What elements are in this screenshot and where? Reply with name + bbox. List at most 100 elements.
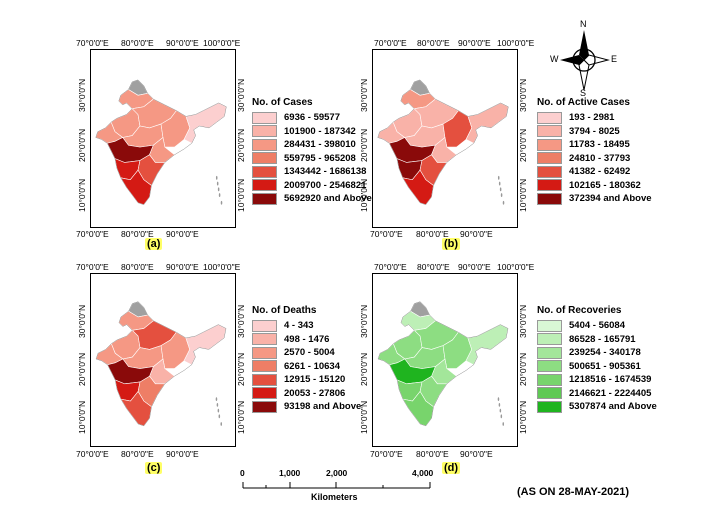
legend-label: 500651 - 905361 — [569, 360, 641, 372]
lon-label: 100°0'0"E — [497, 38, 535, 48]
scale-bar: 0 1,000 2,000 4,000 Kilometers — [240, 468, 440, 504]
legend-swatch — [252, 333, 277, 346]
legend-row: 284431 - 398010 — [252, 138, 372, 152]
legend-label: 239254 - 340178 — [569, 347, 641, 359]
state-region — [183, 324, 227, 366]
legend-row: 193 - 2981 — [537, 111, 652, 125]
legend-swatch — [537, 152, 562, 165]
legend-swatch — [537, 192, 562, 205]
lat-label: 10°0'0"N — [236, 178, 246, 212]
choropleth-map — [377, 301, 509, 427]
legend-label: 5307874 and Above — [569, 401, 657, 413]
panel-tag: (a) — [145, 238, 163, 250]
legend-swatch — [537, 387, 562, 400]
legend-label: 1343442 - 1686138 — [284, 166, 367, 178]
south-label: S — [580, 88, 587, 98]
legend-swatch — [252, 319, 277, 332]
island — [500, 193, 503, 198]
lon-label: 90°0'0"E — [460, 449, 493, 459]
legend: No. of Deaths 4 - 343 498 - 1476 2570 - 50… — [252, 305, 361, 414]
island — [216, 181, 219, 186]
legend-swatch — [537, 373, 562, 386]
lon-label: 70°0'0"E — [76, 262, 109, 272]
country-outline — [95, 301, 227, 427]
lon-label: 80°0'0"E — [416, 449, 449, 459]
lon-label: 70°0'0"E — [76, 449, 109, 459]
legend-swatch — [252, 400, 277, 413]
legend-row: 6936 - 59577 — [252, 111, 372, 125]
legend-swatch — [252, 373, 277, 386]
compass-icon — [560, 30, 610, 91]
lon-label: 80°0'0"E — [416, 229, 449, 239]
island — [215, 175, 218, 180]
lat-label: 30°0'0"N — [518, 78, 528, 112]
island — [498, 181, 501, 186]
lat-label: 20°0'0"N — [236, 128, 246, 162]
legend-title: No. of Recoveries — [537, 305, 622, 316]
lat-label: 10°0'0"N — [359, 178, 369, 212]
legend-row: 41382 - 62492 — [537, 165, 652, 179]
lon-label: 80°0'0"E — [121, 262, 154, 272]
lon-label: 90°0'0"E — [166, 449, 199, 459]
legend: No. of Active Cases 193 - 2981 3794 - 802… — [537, 97, 652, 206]
island — [497, 397, 500, 402]
legend-label: 6936 - 59577 — [284, 112, 340, 124]
legend-swatch — [252, 179, 277, 192]
legend-row: 86528 - 165791 — [537, 333, 657, 347]
lat-label: 10°0'0"N — [77, 400, 87, 434]
island — [497, 175, 500, 180]
lat-label: 20°0'0"N — [236, 352, 246, 386]
legend-title: No. of Deaths — [252, 305, 317, 316]
legend-row: 5307874 and Above — [537, 400, 657, 414]
lat-label: 30°0'0"N — [236, 304, 246, 338]
lon-label: 70°0'0"E — [374, 38, 407, 48]
legend-swatch — [537, 138, 562, 151]
legend: No. of Recoveries 5404 - 56084 86528 - 16… — [537, 305, 657, 414]
lon-label: 80°0'0"E — [121, 449, 154, 459]
panel-tag: (d) — [442, 462, 461, 474]
island — [499, 408, 502, 413]
lat-label: 10°0'0"N — [77, 178, 87, 212]
island — [218, 414, 221, 419]
legend-swatch — [252, 152, 277, 165]
date-note: (AS ON 28-MAY-2021) — [517, 486, 630, 498]
lon-label: 90°0'0"E — [166, 262, 199, 272]
legend-label: 86528 - 165791 — [569, 333, 636, 345]
legend-swatch — [252, 387, 277, 400]
lon-label: 80°0'0"E — [121, 38, 154, 48]
legend-label: 5404 - 56084 — [569, 320, 625, 332]
lat-label: 30°0'0"N — [77, 304, 87, 338]
legend-swatch — [252, 346, 277, 359]
legend-label: 102165 - 180362 — [569, 179, 641, 191]
legend-label: 372394 and Above — [569, 193, 652, 205]
north-arrow: N S E W — [548, 19, 620, 98]
legend-row: 1343442 - 1686138 — [252, 165, 372, 179]
legend-swatch — [252, 138, 277, 151]
legend-row: 102165 - 180362 — [537, 179, 652, 193]
island — [498, 402, 501, 407]
legend-swatch — [252, 360, 277, 373]
lon-label: 90°0'0"E — [166, 38, 199, 48]
legend-label: 4 - 343 — [284, 320, 314, 332]
legend-row: 500651 - 905361 — [537, 360, 657, 374]
scale-bar-line — [242, 482, 431, 489]
island — [218, 193, 221, 198]
legend-row: 11783 - 18495 — [537, 138, 652, 152]
legend-label: 6261 - 10634 — [284, 360, 340, 372]
island — [500, 414, 503, 419]
choropleth-map — [95, 79, 227, 206]
choropleth-map — [95, 301, 227, 427]
lat-label: 30°0'0"N — [236, 78, 246, 112]
legend-swatch — [252, 111, 277, 124]
state-region — [183, 102, 227, 144]
legend-swatch — [537, 400, 562, 413]
legend-label: 11783 - 18495 — [569, 139, 630, 151]
west-label: W — [550, 54, 559, 64]
legend-label: 1218516 - 1674539 — [569, 374, 652, 386]
legend-label: 2146621 - 2224405 — [569, 387, 652, 399]
legend-swatch — [537, 111, 562, 124]
lon-label: 70°0'0"E — [370, 229, 403, 239]
legend-label: 559795 - 965208 — [284, 152, 356, 164]
legend-row: 6261 - 10634 — [252, 360, 361, 374]
north-label: N — [580, 19, 587, 29]
